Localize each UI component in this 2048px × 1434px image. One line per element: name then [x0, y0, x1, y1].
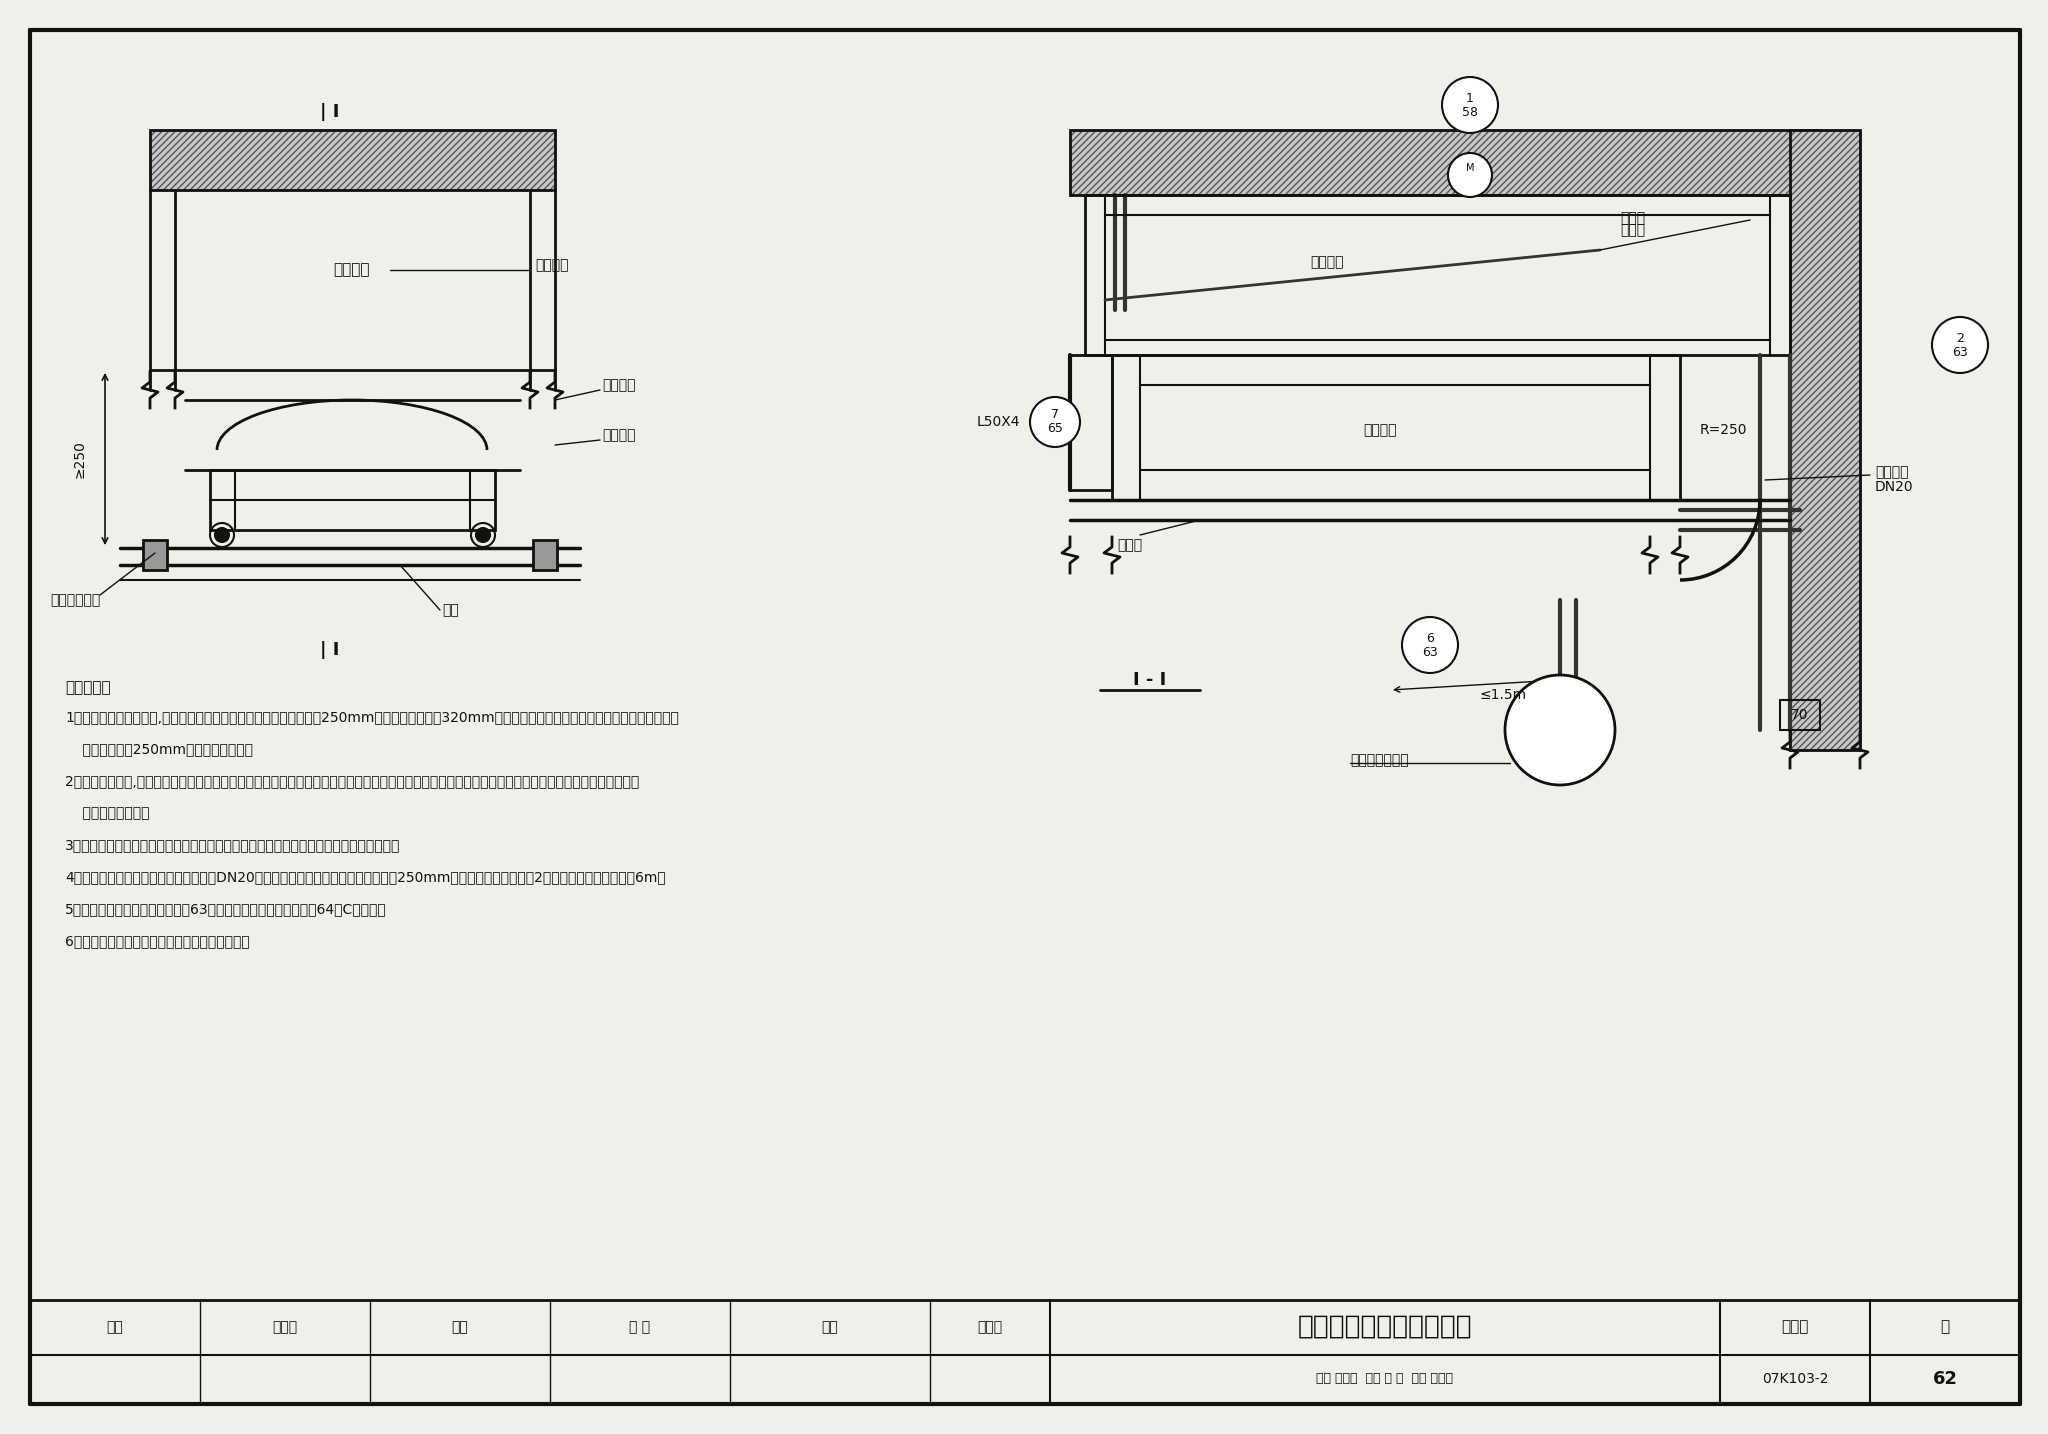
Text: 2: 2 [1956, 331, 1964, 344]
Text: 排烟口: 排烟口 [1118, 538, 1143, 552]
Text: | I: | I [319, 103, 340, 120]
Bar [150, 130, 555, 189]
Text: 1: 1 [1466, 92, 1475, 105]
Text: 远距离控制装置: 远距离控制装置 [1350, 753, 1409, 767]
Text: 密封垫: 密封垫 [1620, 211, 1645, 225]
Bar [1069, 130, 1821, 195]
Text: ≥250: ≥250 [74, 440, 86, 478]
Text: 金属套管: 金属套管 [1876, 465, 1909, 479]
Text: M: M [1466, 163, 1475, 174]
Text: 63: 63 [1952, 346, 1968, 358]
Text: 排烟口吊顶上安装（一）: 排烟口吊顶上安装（一） [1298, 1314, 1473, 1339]
Bar [150, 130, 555, 189]
Bar [143, 541, 168, 569]
Text: 钢丝绳管: 钢丝绳管 [1311, 255, 1343, 270]
Bar [1790, 130, 1860, 750]
Text: 页: 页 [1939, 1319, 1950, 1335]
Text: 耐热橡胶垫片: 耐热橡胶垫片 [49, 594, 100, 607]
Text: 图集号: 图集号 [1782, 1319, 1808, 1335]
Text: 框固定在短管上。: 框固定在短管上。 [66, 806, 150, 820]
Circle shape [215, 528, 229, 542]
Text: L50X4: L50X4 [977, 414, 1020, 429]
Circle shape [1931, 317, 1989, 373]
Circle shape [1403, 617, 1458, 673]
Text: 7: 7 [1051, 409, 1059, 422]
Text: 6: 6 [1425, 631, 1434, 644]
Text: 腐钢卡片: 腐钢卡片 [602, 427, 635, 442]
Bar [1112, 356, 1679, 500]
Text: 排烟风管: 排烟风管 [334, 262, 371, 278]
Text: 设计: 设计 [821, 1321, 838, 1334]
Text: DN20: DN20 [1876, 480, 1913, 493]
Text: 5．排烟口在吊顶上布置详图见第63页大样，螺栓数量及布置见第64页C向视图。: 5．排烟口在吊顶上布置详图见第63页大样，螺栓数量及布置见第64页C向视图。 [66, 902, 387, 916]
Text: 傅建勋: 傅建勋 [272, 1321, 297, 1334]
Circle shape [1442, 77, 1497, 133]
Bar [1540, 710, 1579, 750]
Text: 6．排烟口安装完半，控制机构性能应灵活可靠。: 6．排烟口安装完半，控制机构性能应灵活可靠。 [66, 934, 250, 948]
Text: 1．排烟口在吊顶安装时,排烟管道安装底标高距吊顶面的尺寸应大于250mm，多叶排烟口大于320mm以上；安装多叶排烟口时，排烟短管的长度或垂直: 1．排烟口在吊顶安装时,排烟管道安装底标高距吊顶面的尺寸应大于250mm，多叶排… [66, 710, 678, 724]
Text: 62: 62 [1933, 1369, 1958, 1388]
Circle shape [475, 528, 489, 542]
Text: 63: 63 [1421, 645, 1438, 658]
Bar [1069, 130, 1821, 195]
Circle shape [1030, 397, 1079, 447]
Text: 70: 70 [1792, 708, 1808, 721]
Bar [1085, 195, 1790, 356]
Text: 审核: 审核 [106, 1321, 123, 1334]
Text: 方向上应增加250mm，以安装执行器。: 方向上应增加250mm，以安装执行器。 [66, 741, 254, 756]
Text: 65: 65 [1047, 423, 1063, 436]
Circle shape [1505, 675, 1616, 784]
Text: 安装要点：: 安装要点： [66, 680, 111, 695]
Text: R=250: R=250 [1700, 423, 1747, 437]
Text: 陈英华: 陈英华 [977, 1321, 1004, 1334]
Bar [1790, 130, 1860, 750]
Text: 07K103-2: 07K103-2 [1761, 1372, 1829, 1387]
Bar [211, 470, 496, 531]
Text: 潘 菁: 潘 菁 [629, 1321, 651, 1334]
Text: | I: | I [319, 641, 340, 660]
Text: 3．排烟口贴吊顶表面安装时，为了防止下垂，排烟管道与排烟口短管连接处用吊杆固定。: 3．排烟口贴吊顶表面安装时，为了防止下垂，排烟管道与排烟口短管连接处用吊杆固定。 [66, 837, 399, 852]
Circle shape [1448, 153, 1493, 196]
Text: 吊顶: 吊顶 [442, 604, 459, 617]
Text: 校对: 校对 [453, 1321, 469, 1334]
Text: ≤1.5m: ≤1.5m [1481, 688, 1528, 703]
Text: 审核 傅建勋  校对 潘 菁  设计 陈英华: 审核 傅建勋 校对 潘 菁 设计 陈英华 [1317, 1372, 1454, 1385]
Bar [532, 541, 557, 569]
Text: 密封垫: 密封垫 [1620, 224, 1645, 237]
Text: I - I: I - I [1133, 671, 1167, 688]
Text: 4．远控装置的电气接线及控制缆绳采用DN20套管，控制缆绳套管的弯曲半径不小于250mm，弯曲数量一般不多于2处，缆绳长度一般不大于6m。: 4．远控装置的电气接线及控制缆绳采用DN20套管，控制缆绳套管的弯曲半径不小于2… [66, 870, 666, 883]
Text: 排烟短管: 排烟短管 [1364, 423, 1397, 437]
Text: 2．排烟口的安装,首先将排烟口的内法兰安装在短管内，定好位后用铆钉固定，然后将排烟口装入短管内，用螺栓和螺母固定，也可用自攻螺钉把排烟口外: 2．排烟口的安装,首先将排烟口的内法兰安装在短管内，定好位后用铆钉固定，然后将排… [66, 774, 639, 789]
Text: 排烟风管: 排烟风管 [535, 258, 569, 272]
Text: 排烟短管: 排烟短管 [602, 379, 635, 391]
Text: 58: 58 [1462, 106, 1479, 119]
